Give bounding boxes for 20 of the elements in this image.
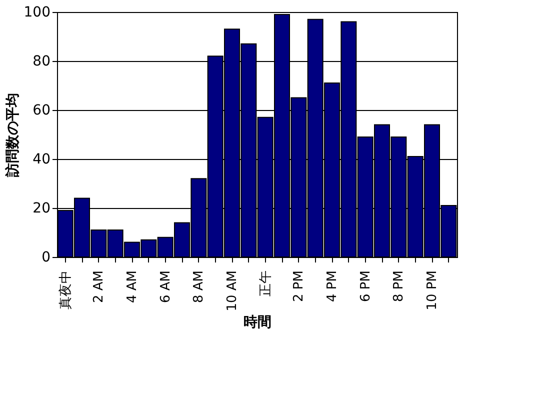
x-tick-label: 4 PM: [325, 270, 340, 302]
x-tick-label: 8 PM: [392, 270, 407, 302]
x-tick-label: 正午: [258, 270, 274, 296]
x-tick-label: 真夜中: [57, 270, 74, 310]
x-tick-label: 4 AM: [125, 270, 140, 304]
y-tick-label: 40: [32, 152, 50, 168]
x-tick-label: 2 PM: [292, 270, 307, 302]
x-axis-title: 時間: [244, 314, 272, 330]
y-tick-label: 60: [32, 102, 50, 118]
y-axis-title: 訪問数の平均: [4, 93, 21, 178]
x-tick-label: 10 PM: [425, 270, 440, 310]
y-tick-label: 0: [42, 250, 50, 266]
x-tick-label: 8 AM: [192, 270, 207, 304]
x-tick-label: 2 AM: [92, 270, 107, 304]
y-tick-label: 80: [32, 54, 50, 70]
y-tick-label: 100: [24, 4, 50, 20]
x-tick-label: 6 AM: [158, 270, 174, 304]
x-tick-label: 6 PM: [358, 270, 374, 302]
x-tick-label: 10 AM: [225, 270, 240, 312]
y-tick-label: 20: [32, 200, 50, 216]
